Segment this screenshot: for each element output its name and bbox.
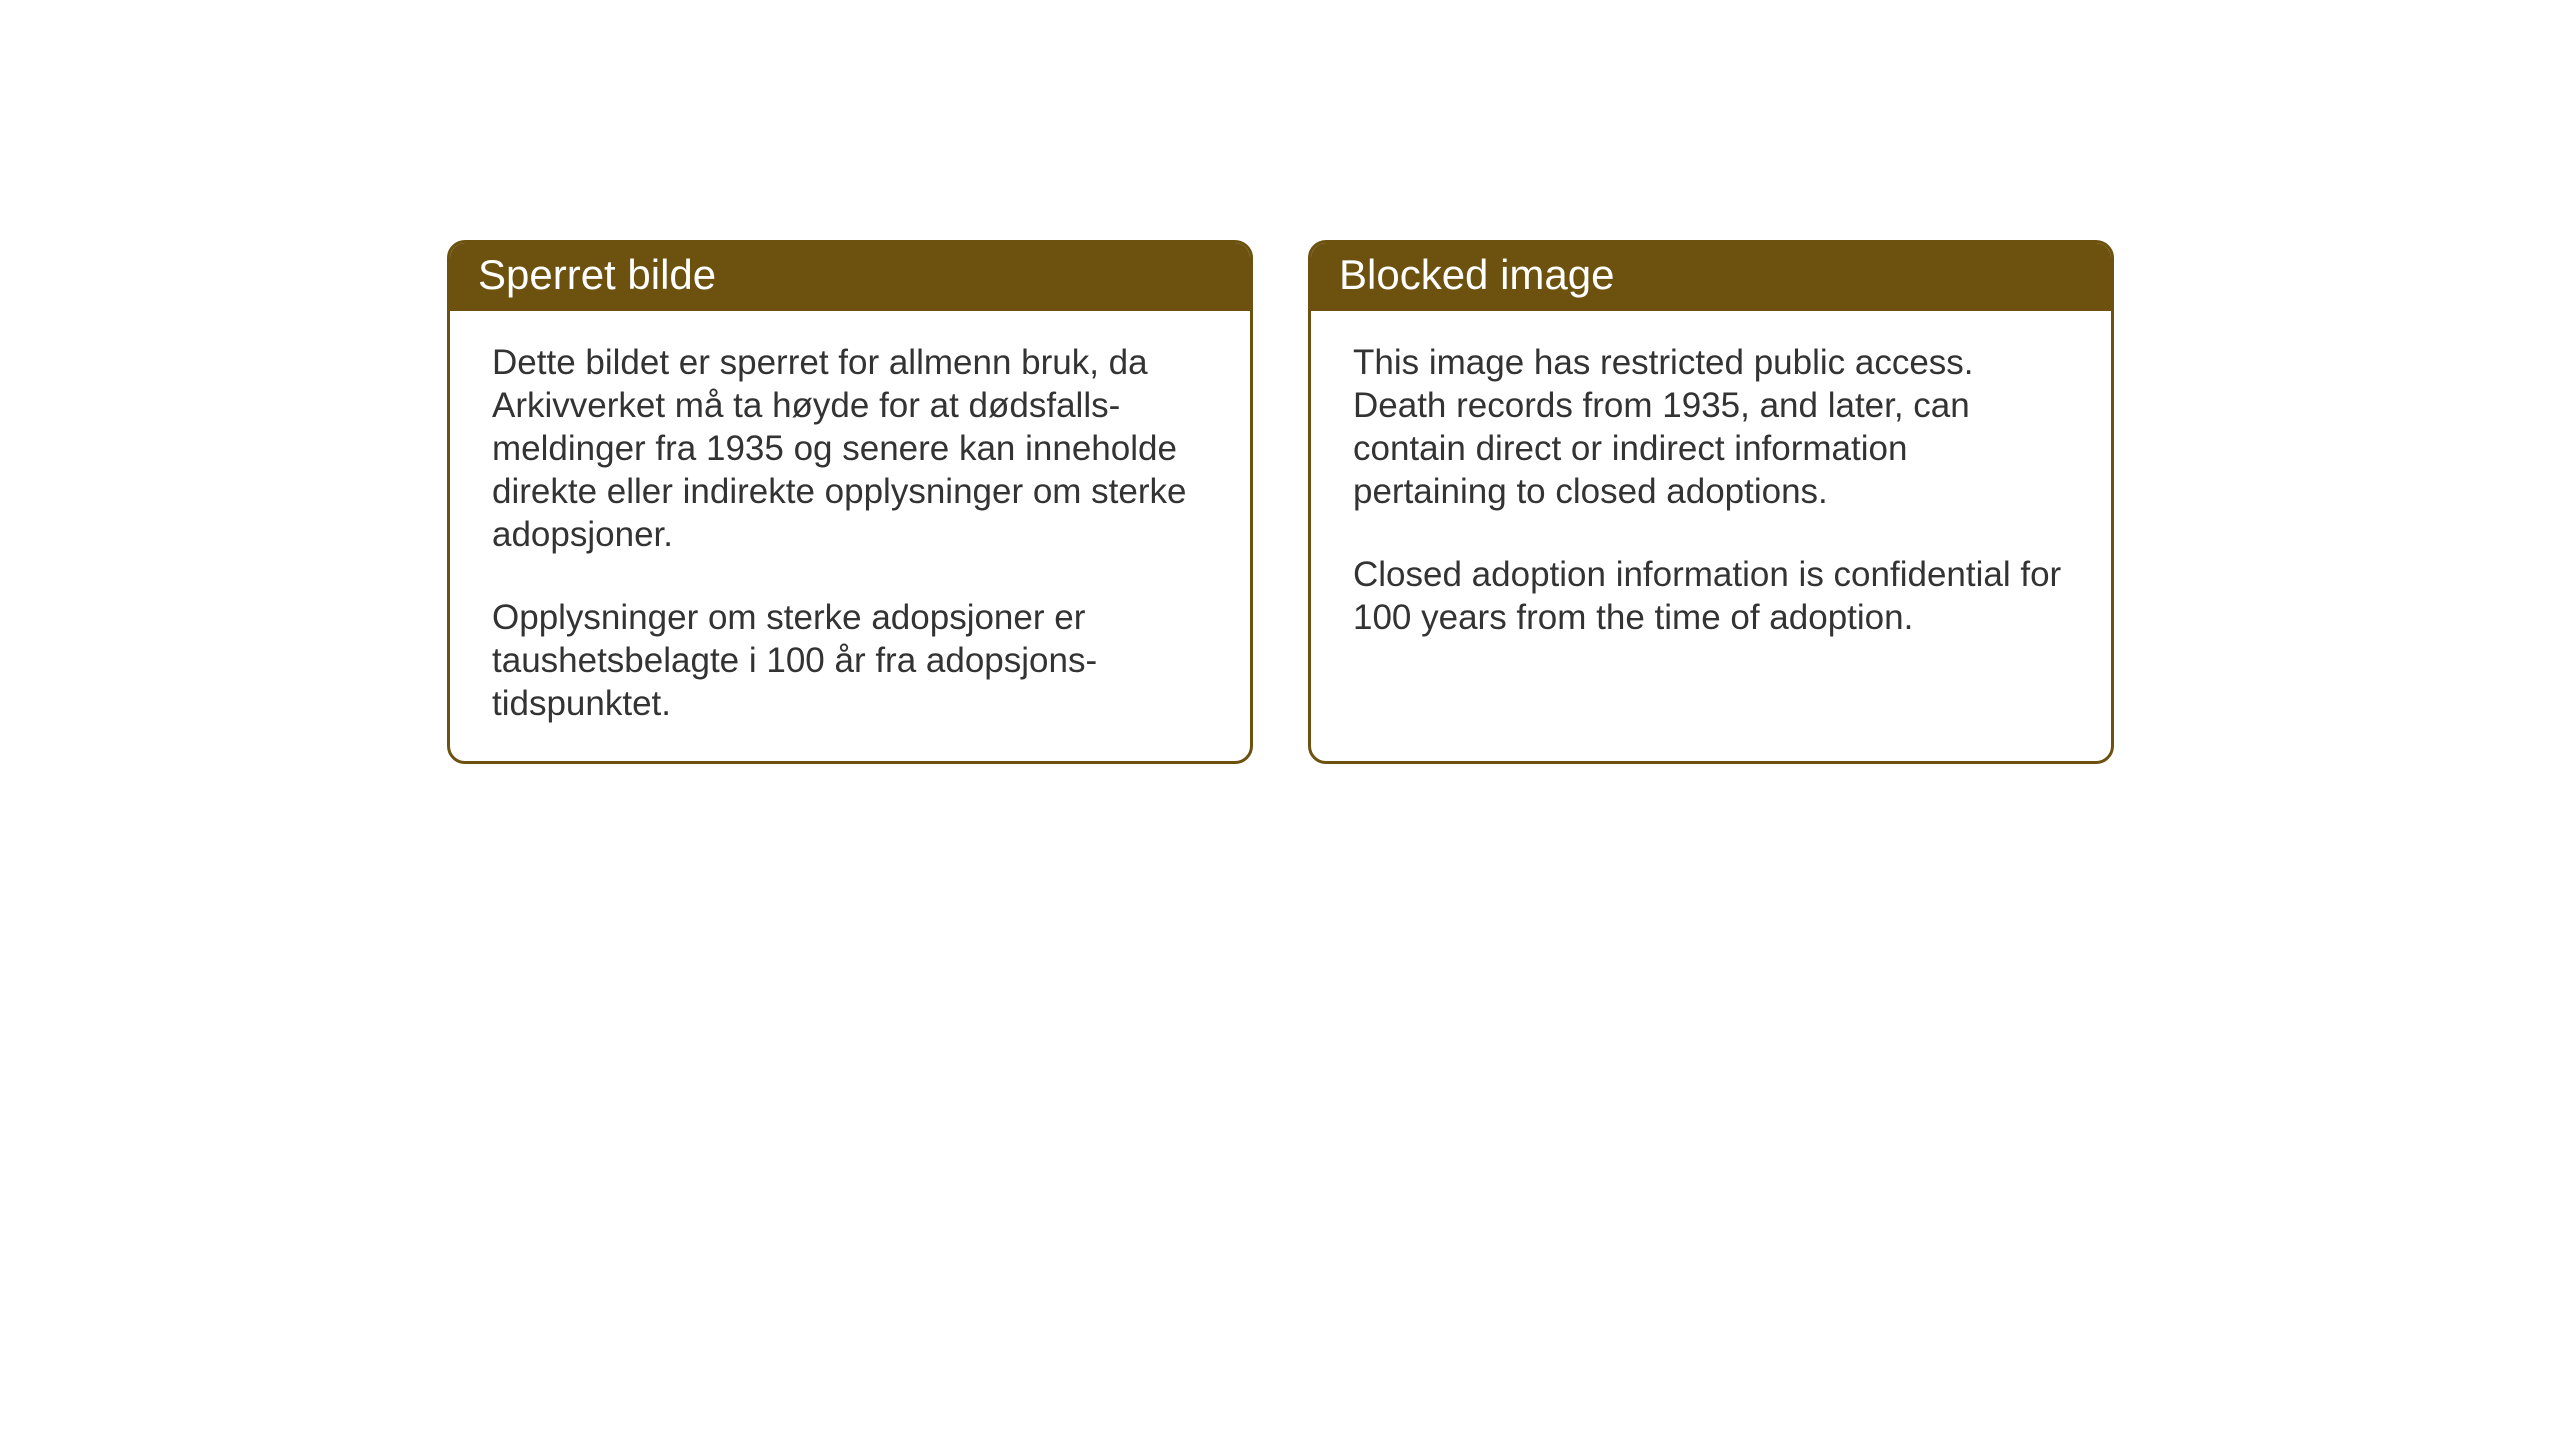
card-header-english: Blocked image bbox=[1311, 243, 2111, 311]
card-para2-norwegian: Opplysninger om sterke adopsjoner er tau… bbox=[492, 596, 1208, 725]
notice-card-english: Blocked image This image has restricted … bbox=[1308, 240, 2114, 764]
notice-card-norwegian: Sperret bilde Dette bildet er sperret fo… bbox=[447, 240, 1253, 764]
card-para2-english: Closed adoption information is confident… bbox=[1353, 553, 2069, 639]
card-title-norwegian: Sperret bilde bbox=[478, 251, 716, 298]
card-para1-norwegian: Dette bildet er sperret for allmenn bruk… bbox=[492, 341, 1208, 556]
card-header-norwegian: Sperret bilde bbox=[450, 243, 1250, 311]
card-title-english: Blocked image bbox=[1339, 251, 1614, 298]
card-body-english: This image has restricted public access.… bbox=[1311, 311, 2111, 675]
card-body-norwegian: Dette bildet er sperret for allmenn bruk… bbox=[450, 311, 1250, 761]
notice-container: Sperret bilde Dette bildet er sperret fo… bbox=[447, 240, 2114, 764]
card-para1-english: This image has restricted public access.… bbox=[1353, 341, 2069, 513]
